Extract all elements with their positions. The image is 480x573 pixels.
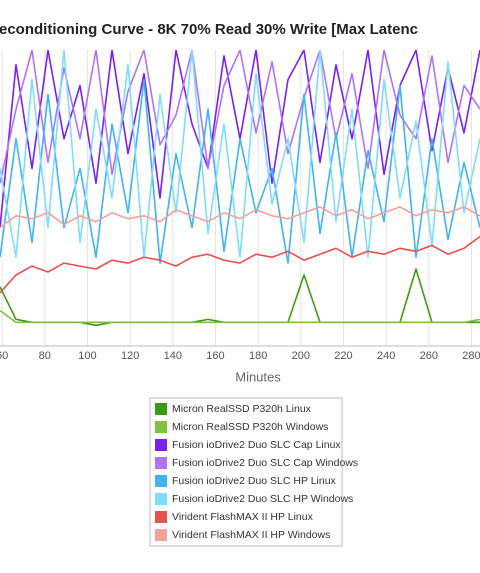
x-tick-label: 240 [377, 350, 395, 362]
legend-label: Virident FlashMAX II HP Linux [172, 511, 314, 523]
x-tick-label: 60 [0, 350, 8, 362]
legend-swatch [155, 457, 167, 469]
x-tick-label: 280 [462, 350, 480, 362]
x-tick-label: 100 [78, 350, 96, 362]
legend-swatch [155, 511, 167, 523]
legend-swatch [155, 439, 167, 451]
x-tick-label: 220 [334, 350, 352, 362]
x-tick-label: 80 [39, 350, 51, 362]
series-line [0, 309, 480, 324]
x-axis-label: Minutes [235, 369, 281, 384]
legend-label: Fusion ioDrive2 Duo SLC Cap Linux [172, 439, 341, 451]
series-line [0, 50, 480, 184]
legend-swatch [155, 529, 167, 541]
series-line [0, 206, 480, 229]
series-line [0, 50, 480, 258]
legend-swatch [155, 475, 167, 487]
series-lines [0, 50, 480, 327]
x-tick-label: 140 [164, 350, 182, 362]
x-ticks: 60 80 100 120 140 160 180 200 220 240 260 280 [0, 350, 480, 362]
legend-swatch [155, 403, 167, 415]
x-tick-label: 200 [292, 350, 310, 362]
legend-label: Fusion ioDrive2 Duo SLC HP Linux [172, 475, 337, 487]
x-tick-label: 120 [121, 350, 139, 362]
legend-label: Fusion ioDrive2 Duo SLC Cap Windows [172, 457, 358, 469]
legend-label: Fusion ioDrive2 Duo SLC HP Windows [172, 493, 353, 505]
x-tick-label: 180 [249, 350, 267, 362]
legend-label: Virident FlashMAX II HP Windows [172, 529, 330, 541]
series-line [0, 235, 480, 294]
x-tick-label: 260 [420, 350, 438, 362]
legend-label: Micron RealSSD P320h Linux [172, 403, 312, 415]
x-tick-label: 160 [206, 350, 224, 362]
legend-swatch [155, 493, 167, 505]
series-line [0, 78, 480, 264]
legend-items: Micron RealSSD P320h Linux Micron RealSSD… [155, 403, 358, 541]
legend-swatch [155, 421, 167, 433]
chart-title: econditioning Curve - 8K 70% Read 30% Wr… [0, 21, 418, 38]
legend [149, 397, 343, 547]
legend-label: Micron RealSSD P320h Windows [172, 421, 328, 433]
